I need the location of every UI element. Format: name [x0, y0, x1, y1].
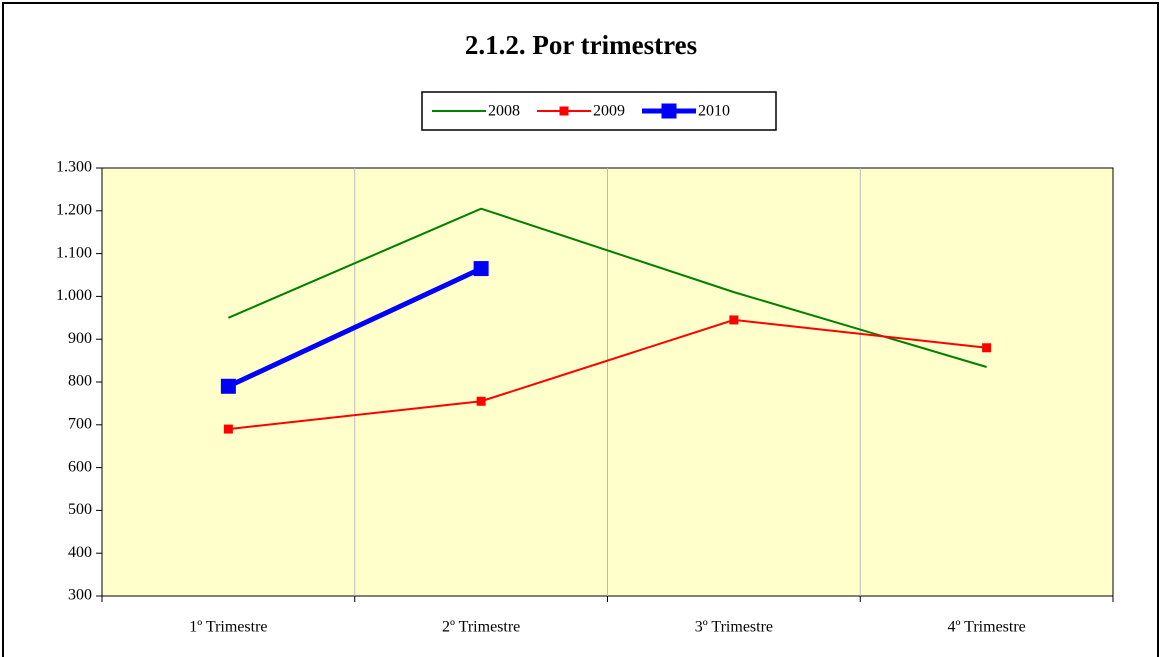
x-tick-label: 1º Trimestre [189, 619, 267, 636]
y-tick-label: 800 [68, 373, 92, 390]
y-tick-label: 900 [68, 330, 92, 347]
series-line [227, 207, 987, 368]
series-marker [223, 424, 233, 434]
y-tick-label: 300 [68, 587, 92, 604]
x-tick-label: 3º Trimestre [695, 619, 773, 636]
y-tick-label: 700 [68, 415, 92, 432]
y-tick-label: 1.300 [56, 159, 92, 176]
x-tick-label: 4º Trimestre [947, 619, 1025, 636]
series-marker [982, 343, 992, 353]
legend-marker [661, 103, 677, 119]
series-line [227, 266, 483, 389]
y-tick-label: 1.200 [56, 201, 92, 218]
y-tick-label: 600 [68, 458, 92, 475]
legend-marker [559, 106, 569, 116]
y-tick-label: 1.100 [56, 244, 92, 261]
legend-box [421, 91, 777, 131]
y-tick-label: 400 [68, 544, 92, 561]
legend-label: 2008 [488, 103, 520, 120]
y-tick-label: 500 [68, 501, 92, 518]
x-tick-label: 2º Trimestre [442, 619, 520, 636]
series-marker [473, 261, 489, 277]
y-tick-label: 1.000 [56, 287, 92, 304]
legend-label: 2010 [698, 103, 730, 120]
series-marker [729, 315, 739, 325]
series-line [228, 318, 987, 431]
legend-label: 2009 [593, 103, 625, 120]
chart-title: 2.1.2. Por trimestres [465, 30, 697, 60]
series-marker [476, 396, 486, 406]
series-marker [220, 378, 236, 394]
